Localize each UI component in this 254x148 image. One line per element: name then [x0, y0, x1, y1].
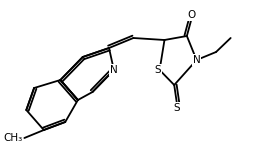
Text: S: S [174, 103, 180, 113]
Text: S: S [154, 65, 161, 75]
Text: N: N [193, 55, 200, 65]
Text: CH₃: CH₃ [3, 133, 22, 143]
Text: O: O [188, 10, 196, 20]
Text: N: N [110, 65, 118, 75]
